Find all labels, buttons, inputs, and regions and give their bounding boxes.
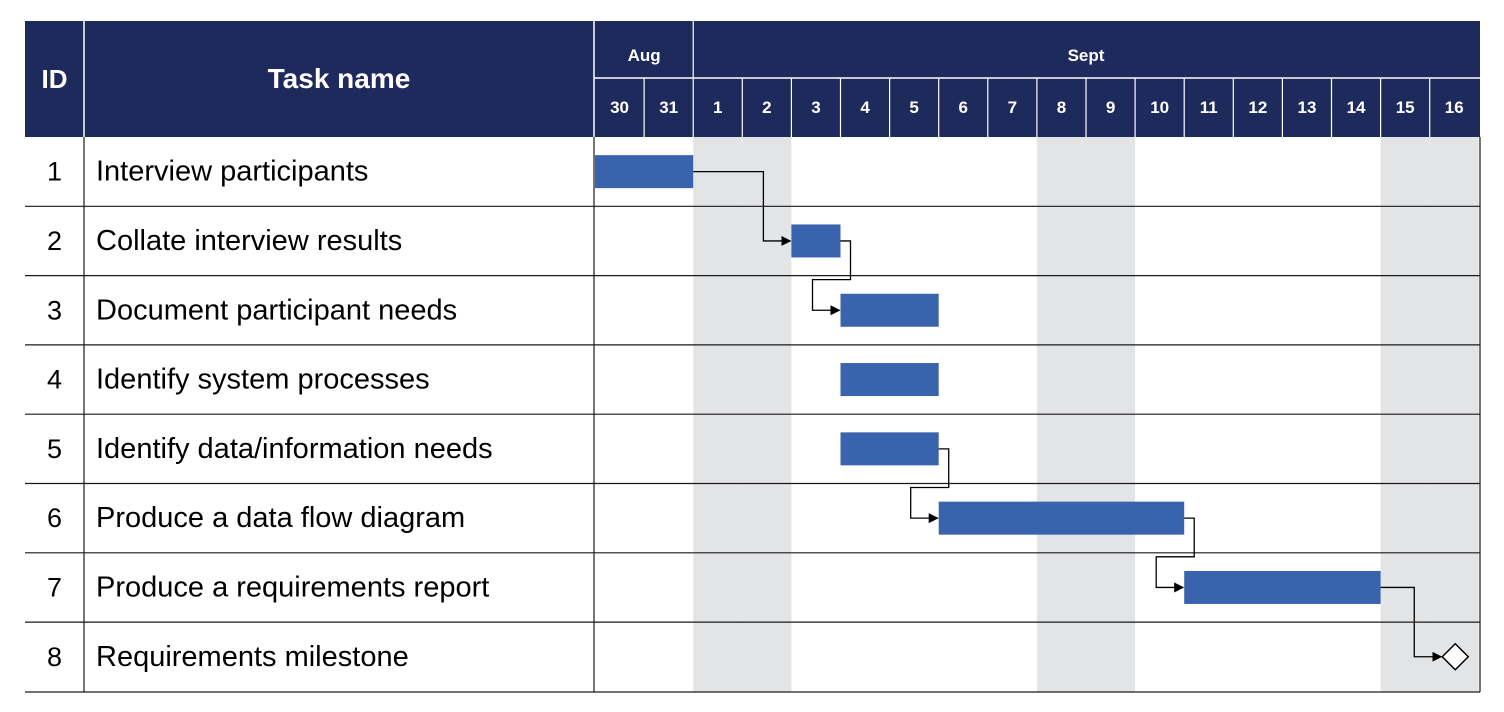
day-label: 6 xyxy=(959,98,968,117)
task-name: Identify system processes xyxy=(96,364,430,396)
task-name: Requirements milestone xyxy=(96,641,409,673)
day-label: 30 xyxy=(610,98,629,117)
task-name: Produce a requirements report xyxy=(96,571,489,603)
day-label: 3 xyxy=(811,98,820,117)
task-id: 1 xyxy=(47,157,62,187)
task-bar xyxy=(791,224,841,258)
task-name: Collate interview results xyxy=(96,225,402,257)
task-id: 5 xyxy=(47,434,62,464)
dependency-arrow xyxy=(1155,517,1195,593)
day-label: 12 xyxy=(1248,98,1267,117)
day-label: 8 xyxy=(1057,98,1066,117)
task-id: 7 xyxy=(47,572,62,602)
task-bar xyxy=(1184,570,1381,604)
day-label: 16 xyxy=(1445,98,1464,117)
month-label-sept: Sept xyxy=(1068,46,1105,65)
task-name: Document participant needs xyxy=(96,294,457,326)
task-name: Interview participants xyxy=(96,156,368,188)
task-name: Produce a data flow diagram xyxy=(96,502,465,534)
day-label: 13 xyxy=(1297,98,1316,117)
task-id: 2 xyxy=(47,226,62,256)
day-label: 1 xyxy=(713,98,722,117)
task-name: Identify data/information needs xyxy=(96,433,493,465)
day-label: 10 xyxy=(1150,98,1169,117)
task-bar xyxy=(595,155,694,189)
dependency-arrow xyxy=(811,240,852,316)
task-id: 3 xyxy=(47,295,62,325)
day-label: 5 xyxy=(909,98,918,117)
task-id: 6 xyxy=(47,503,62,533)
header-bar xyxy=(25,21,1480,137)
month-label-aug: Aug xyxy=(628,46,661,65)
task-bar xyxy=(840,363,939,397)
dependency-arrow xyxy=(693,171,792,246)
task-bar xyxy=(938,501,1185,535)
dependency-arrow xyxy=(910,448,950,524)
task-bar xyxy=(840,293,939,327)
milestone-diamond xyxy=(1441,642,1470,671)
id-column-header: ID xyxy=(42,64,68,94)
task-bar xyxy=(840,432,939,466)
day-label: 4 xyxy=(860,98,870,117)
day-label: 11 xyxy=(1200,98,1218,117)
dependency-arrow xyxy=(1380,586,1443,662)
task-id: 4 xyxy=(47,365,62,395)
day-label: 14 xyxy=(1347,98,1366,117)
day-label: 9 xyxy=(1106,98,1115,117)
task-id: 8 xyxy=(47,642,62,672)
day-label: 31 xyxy=(659,98,678,117)
day-label: 7 xyxy=(1008,98,1017,117)
day-label: 15 xyxy=(1396,98,1415,117)
day-label: 2 xyxy=(762,98,771,117)
task-name-column-header: Task name xyxy=(268,63,411,94)
